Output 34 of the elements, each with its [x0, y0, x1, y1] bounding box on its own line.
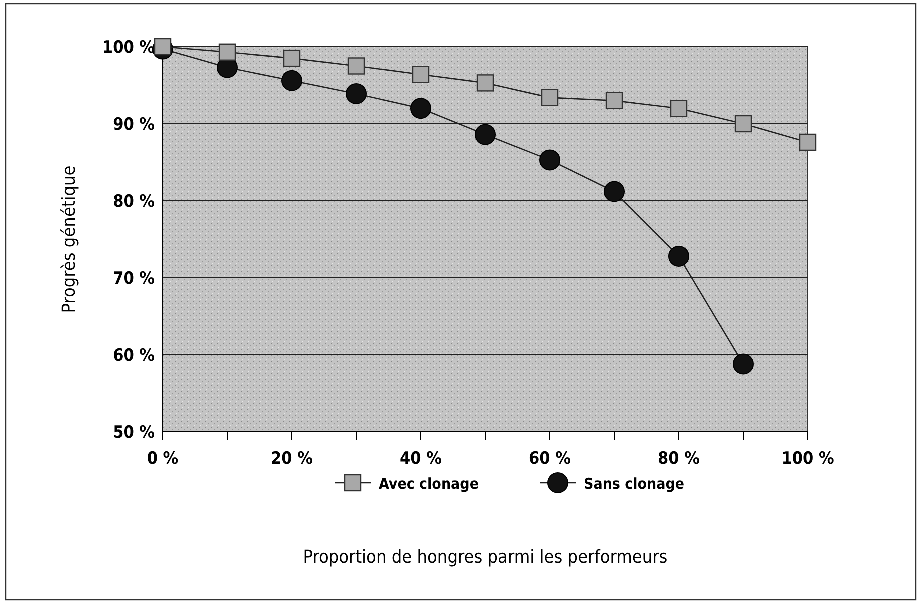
x-tick-label: 80 % — [658, 449, 700, 469]
x-tick-label: 60 % — [529, 449, 571, 469]
x-tick-label: 20 % — [271, 449, 313, 469]
y-axis-title: Progrès génétique — [59, 166, 80, 314]
y-tick-label: 60 % — [113, 346, 155, 366]
y-tick-label: 80 % — [113, 192, 155, 212]
point — [540, 150, 560, 171]
point — [348, 58, 366, 75]
point — [670, 100, 688, 118]
point — [218, 44, 236, 61]
point — [606, 92, 624, 110]
point — [733, 354, 754, 375]
point — [668, 246, 690, 267]
legend-label: Avec clonage — [379, 475, 479, 493]
point — [346, 83, 367, 104]
point — [476, 74, 494, 92]
x-tick-label: 40 % — [400, 449, 442, 469]
point — [541, 89, 559, 106]
y-tick-label: 70 % — [113, 269, 155, 289]
point — [412, 66, 430, 84]
point — [475, 124, 496, 146]
x-axis-title: Proportion de hongres parmi les performeurs — [303, 547, 668, 568]
point — [282, 70, 302, 92]
legend-label: Sans clonage — [584, 475, 685, 493]
point — [799, 134, 817, 152]
y-tick-label: 50 % — [113, 423, 155, 443]
point — [604, 181, 625, 202]
point — [283, 50, 301, 68]
point — [154, 38, 172, 56]
point — [410, 98, 432, 120]
point — [734, 115, 752, 133]
x-tick-label: 100 % — [782, 449, 834, 469]
x-tick-label: 0 % — [147, 449, 179, 469]
y-tick-label: 90 % — [113, 115, 155, 135]
